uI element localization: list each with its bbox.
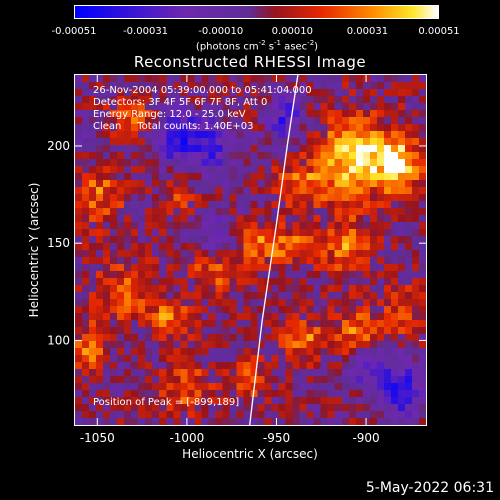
colorbar-tick-label: 0.00010 — [271, 26, 313, 37]
annotation-energy: Energy Range: 12.0 - 25.0 keV — [93, 109, 246, 120]
annotation-detectors: Detectors: 3F 4F 5F 6F 7F 8F, Att 0 — [93, 97, 268, 108]
y-axis-label: Heliocentric Y (arcsec) — [27, 182, 41, 318]
plot-timestamp: 5-May-2022 06:31 — [365, 480, 494, 496]
annotation-time-range: 26-Nov-2004 05:39:00.000 to 05:41:04.000 — [93, 85, 312, 96]
x-tick-label: -1000 — [169, 431, 204, 445]
colorbar-tick-label: 0.00031 — [346, 26, 389, 37]
annotation-clean: Clean Total counts: 1.40E+03 — [93, 121, 254, 132]
x-axis-label: Heliocentric X (arcsec) — [182, 447, 318, 461]
chart-title: Reconstructed RHESSI Image — [133, 53, 367, 71]
colorbar-tick-label: -0.00010 — [198, 26, 244, 37]
x-tick-label: -900 — [352, 431, 379, 445]
y-tick-label: 200 — [47, 139, 70, 153]
colorbar-tick-label: -0.00031 — [123, 26, 169, 37]
annotation-peak-position: Position of Peak = [-899,189] — [93, 397, 240, 408]
colorbar — [74, 5, 439, 19]
colorbar-tick-label: 0.00051 — [418, 26, 460, 37]
colorbar-units: (photons cm-2 s-1 asec-2) — [195, 39, 319, 53]
x-tick-label: -950 — [263, 431, 290, 445]
y-tick-label: 150 — [47, 236, 70, 250]
y-tick-label: 100 — [47, 333, 70, 347]
x-tick-label: -1050 — [80, 431, 115, 445]
colorbar-tick-label: -0.00051 — [51, 26, 97, 37]
